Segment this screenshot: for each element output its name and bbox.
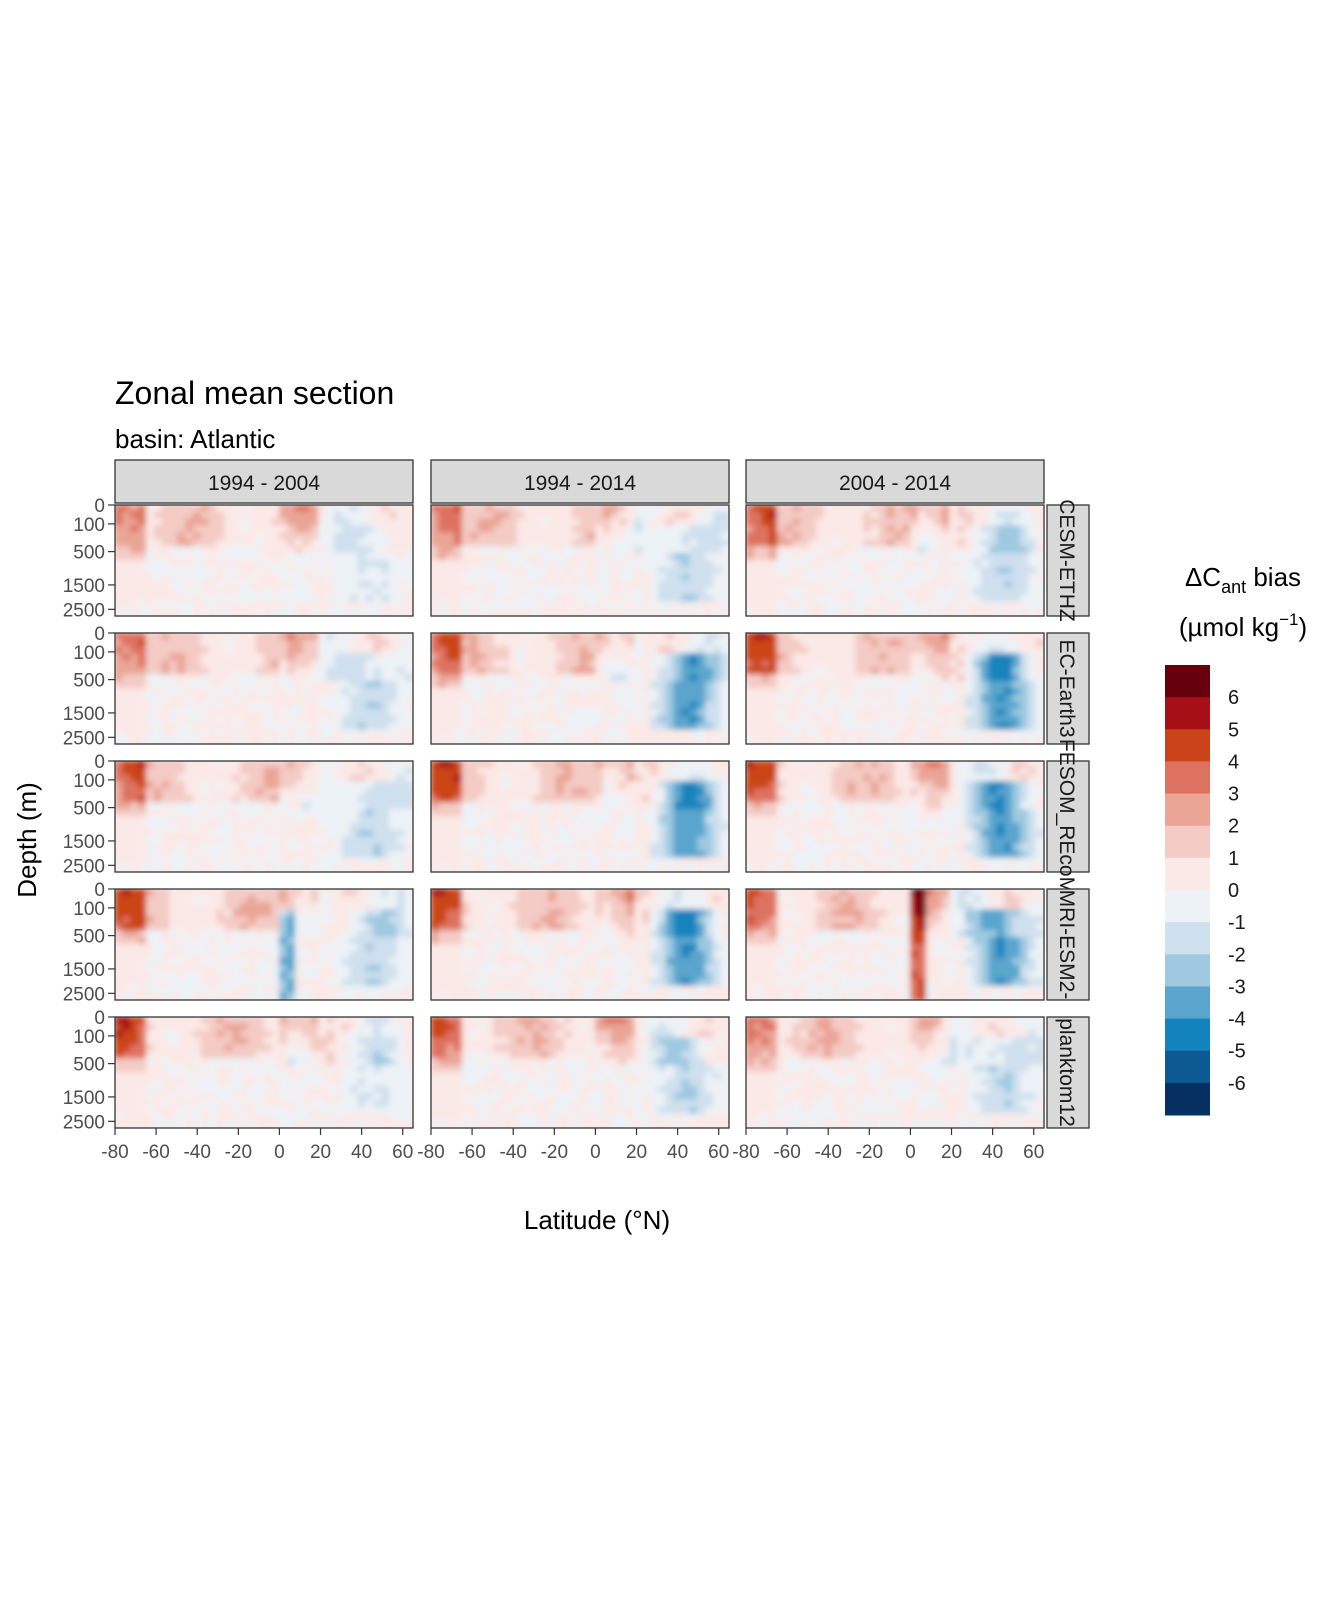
panel-cell-group <box>431 761 731 874</box>
panel-cell-group <box>431 505 731 618</box>
y-tick-label: 100 <box>73 771 105 792</box>
column-strip-label: 1994 - 2014 <box>524 472 636 495</box>
column-strip-label: 2004 - 2014 <box>839 472 951 495</box>
heatmap-panel <box>431 761 731 874</box>
y-tick-label: 1500 <box>63 1088 105 1109</box>
heatmap-panel <box>115 633 415 746</box>
column-strip-label: 1994 - 2004 <box>208 472 320 495</box>
y-tick-label: 2500 <box>63 1112 105 1133</box>
y-tick-label: 100 <box>73 643 105 664</box>
y-tick-label: 0 <box>94 1008 105 1029</box>
y-tick-label: 100 <box>73 899 105 920</box>
facet-grid: 1994 - 2004 1994 - 2014 2004 - 2014 CESM-ET… <box>63 460 1089 1163</box>
y-tick-label: 0 <box>94 752 105 773</box>
panel-cells <box>431 761 731 874</box>
heatmap-panel <box>431 505 731 618</box>
panel-cells <box>115 633 415 746</box>
panel-cell-group <box>115 505 415 618</box>
panel-cells <box>115 505 415 618</box>
y-tick-label: 0 <box>94 880 105 901</box>
row-strip-label: CESM-ETHZ <box>1055 499 1078 622</box>
y-tick-label: 500 <box>73 671 105 692</box>
panel-cells <box>431 505 731 618</box>
y-tick-label: 0 <box>94 496 105 517</box>
panel-cell-group <box>431 633 731 746</box>
heatmap-panel <box>431 633 731 746</box>
y-tick-label: 500 <box>73 799 105 820</box>
y-tick-label: 2500 <box>63 856 105 877</box>
panel-cell-group <box>115 761 415 874</box>
row-strip-label: EC-Earth3 <box>1055 639 1078 737</box>
panel-cell-group <box>115 633 415 746</box>
heatmap-panel <box>115 505 415 618</box>
y-tick-label: 2500 <box>63 984 105 1005</box>
y-tick-label: 100 <box>73 1027 105 1048</box>
row-strip-label: MRI-ESM2- <box>1055 890 1078 1000</box>
chart-title: Zonal mean section <box>115 375 394 411</box>
y-tick-label: 1500 <box>63 832 105 853</box>
panel-cell-group <box>746 505 1046 618</box>
heatmap-panel <box>746 505 1046 618</box>
y-tick-label: 500 <box>73 543 105 564</box>
panel-cells <box>746 633 1046 746</box>
panel-cells <box>115 761 415 874</box>
row-strip-label: planktom12 <box>1055 1018 1078 1127</box>
chart-subtitle: basin: Atlantic <box>115 424 275 454</box>
y-tick-label: 1500 <box>63 704 105 725</box>
y-tick-label: 2500 <box>63 600 105 621</box>
heatmap-panel <box>115 761 415 874</box>
heatmap-panel <box>746 633 1046 746</box>
y-tick-label: 1500 <box>63 576 105 597</box>
row-strip-label: FESOM_REcoM <box>1055 739 1078 894</box>
heatmap-panel <box>746 761 1046 874</box>
panel-cell-group <box>746 761 1046 874</box>
panel-cell-group <box>746 633 1046 746</box>
y-tick-label: 500 <box>73 927 105 948</box>
y-tick-label: 1500 <box>63 960 105 981</box>
y-tick-label: 0 <box>94 624 105 645</box>
y-tick-label: 500 <box>73 1055 105 1076</box>
panel-cells <box>431 633 731 746</box>
panel-cells <box>746 505 1046 618</box>
y-tick-label: 100 <box>73 515 105 536</box>
y-tick-label: 2500 <box>63 728 105 749</box>
panel-cells <box>746 761 1046 874</box>
